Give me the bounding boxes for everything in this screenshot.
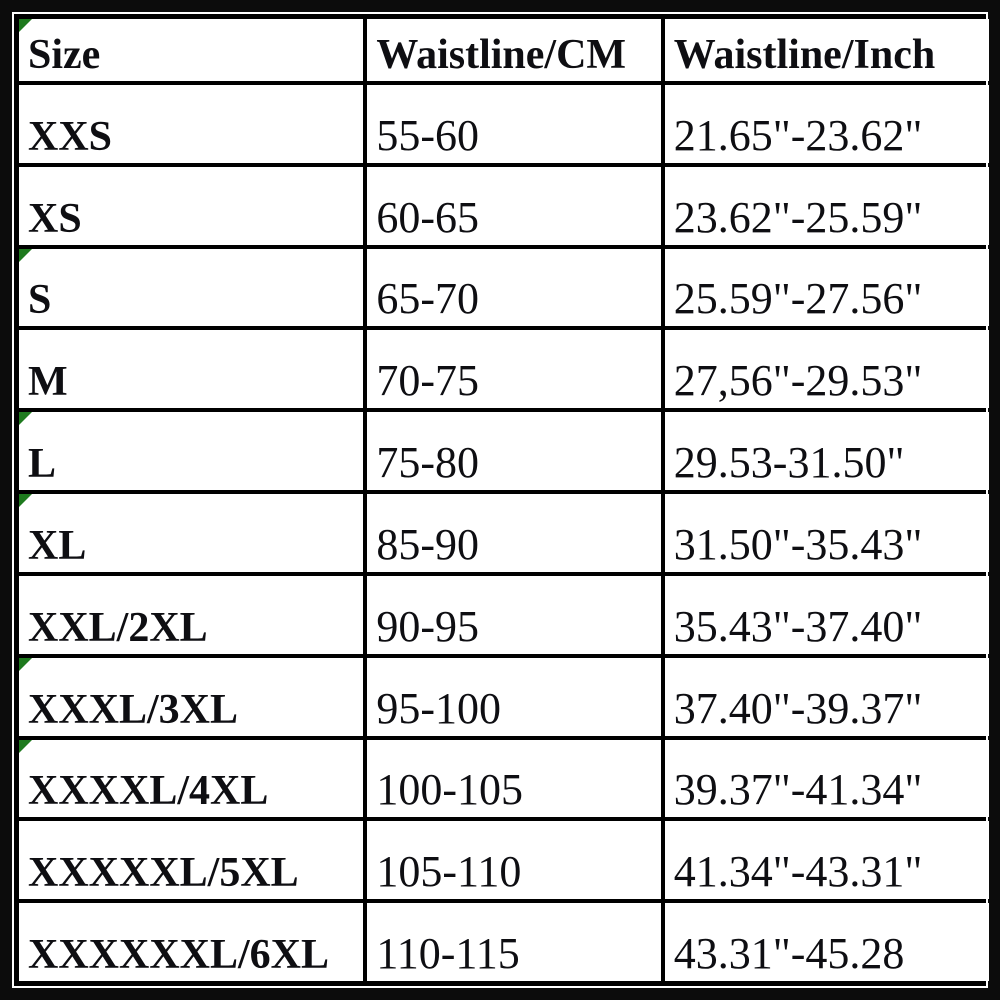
column-header-2: Waistline/Inch [664, 19, 989, 81]
column-header-1: Waistline/CM [367, 19, 661, 81]
row-7-size-cell-label: XXXL/3XL [28, 686, 239, 733]
row-3-cm-cell-label: 70-75 [376, 356, 480, 406]
row-4-size-cell-label: L [28, 441, 57, 488]
size-chart-table: Size Waistline/CM Waistline/Inch XXS 55-60 21… [14, 14, 989, 986]
green-corner-marker-icon [19, 657, 32, 671]
row-9-cm-cell: 105-110 [367, 821, 661, 900]
row-8-inch-cell-label: 39.37"-41.34" [673, 765, 923, 815]
row-4-cm-cell-label: 75-80 [376, 438, 480, 488]
row-6-size-cell: XXL/2XL [19, 575, 364, 654]
row-10-size-cell: XXXXXXL/6XL [19, 903, 364, 981]
row-1-cm-cell: 60-65 [367, 166, 661, 245]
row-1-size-cell-label: XS [28, 195, 82, 242]
column-header-2-label: Waistline/Inch [673, 32, 936, 78]
row-0-inch-cell-label: 21.65"-23.62" [673, 110, 923, 160]
row-10-cm-cell-label: 110-115 [376, 929, 520, 978]
column-header-0-label: Size [28, 32, 101, 78]
row-2-size-cell: S [19, 248, 364, 327]
green-corner-marker-icon [19, 494, 32, 508]
green-corner-marker-icon [19, 412, 32, 426]
row-5-cm-cell: 85-90 [367, 494, 661, 572]
row-7-cm-cell-label: 95-100 [376, 683, 502, 733]
row-6-cm-cell-label: 90-95 [376, 601, 480, 651]
row-0-size-cell: XXS [19, 85, 364, 163]
row-6-inch-cell-label: 35.43"-37.40" [673, 601, 923, 651]
row-3-inch-cell: 27,56"-29.53" [664, 330, 989, 409]
row-3-inch-cell-label: 27,56"-29.53" [673, 356, 923, 406]
row-8-size-cell-label: XXXXL/4XL [28, 768, 269, 815]
row-8-cm-cell: 100-105 [367, 739, 661, 818]
row-4-cm-cell: 75-80 [367, 412, 661, 491]
row-8-cm-cell-label: 100-105 [376, 765, 524, 815]
row-9-inch-cell-label: 41.34"-43.31" [673, 847, 923, 897]
row-8-size-cell: XXXXL/4XL [19, 739, 364, 818]
row-5-size-cell: XL [19, 494, 364, 572]
row-7-inch-cell-label: 37.40"-39.37" [673, 683, 923, 733]
row-2-cm-cell: 65-70 [367, 248, 661, 327]
row-0-size-cell-label: XXS [28, 113, 113, 160]
row-9-size-cell: XXXXXL/5XL [19, 821, 364, 900]
row-6-cm-cell: 90-95 [367, 575, 661, 654]
row-2-cm-cell-label: 65-70 [376, 274, 480, 324]
row-6-inch-cell: 35.43"-37.40" [664, 575, 989, 654]
row-8-inch-cell: 39.37"-41.34" [664, 739, 989, 818]
row-3-size-cell-label: M [28, 359, 68, 406]
row-1-cm-cell-label: 60-65 [376, 192, 480, 242]
row-10-inch-cell-label: 43.31"-45.28 [673, 929, 905, 978]
row-1-inch-cell: 23.62"-25.59" [664, 166, 989, 245]
green-corner-marker-icon [19, 248, 32, 262]
row-4-inch-cell: 29.53-31.50" [664, 412, 989, 491]
row-3-size-cell: M [19, 330, 364, 409]
row-9-inch-cell: 41.34"-43.31" [664, 821, 989, 900]
row-1-size-cell: XS [19, 166, 364, 245]
row-7-cm-cell: 95-100 [367, 657, 661, 736]
row-5-inch-cell-label: 31.50"-35.43" [673, 519, 923, 569]
row-2-inch-cell: 25.59"-27.56" [664, 248, 989, 327]
row-10-cm-cell: 110-115 [367, 903, 661, 981]
row-4-inch-cell-label: 29.53-31.50" [673, 438, 905, 488]
row-0-inch-cell: 21.65"-23.62" [664, 85, 989, 163]
column-header-1-label: Waistline/CM [376, 32, 627, 78]
row-10-size-cell-label: XXXXXXL/6XL [28, 932, 330, 978]
row-9-size-cell-label: XXXXXL/5XL [28, 850, 299, 897]
row-2-size-cell-label: S [28, 277, 52, 324]
row-1-inch-cell-label: 23.62"-25.59" [673, 192, 923, 242]
row-2-inch-cell-label: 25.59"-27.56" [673, 274, 923, 324]
row-6-size-cell-label: XXL/2XL [28, 604, 208, 651]
green-corner-marker-icon [19, 19, 32, 32]
green-corner-marker-icon [19, 739, 32, 753]
row-7-size-cell: XXXL/3XL [19, 657, 364, 736]
page-background: Size Waistline/CM Waistline/Inch XXS 55-60 21… [12, 12, 989, 988]
row-9-cm-cell-label: 105-110 [376, 847, 522, 897]
row-4-size-cell: L [19, 412, 364, 491]
row-0-cm-cell-label: 55-60 [376, 110, 480, 160]
row-3-cm-cell: 70-75 [367, 330, 661, 409]
column-header-0: Size [19, 19, 364, 81]
row-5-size-cell-label: XL [28, 522, 87, 569]
row-0-cm-cell: 55-60 [367, 85, 661, 163]
row-7-inch-cell: 37.40"-39.37" [664, 657, 989, 736]
row-10-inch-cell: 43.31"-45.28 [664, 903, 989, 981]
row-5-cm-cell-label: 85-90 [376, 519, 480, 569]
row-5-inch-cell: 31.50"-35.43" [664, 494, 989, 572]
